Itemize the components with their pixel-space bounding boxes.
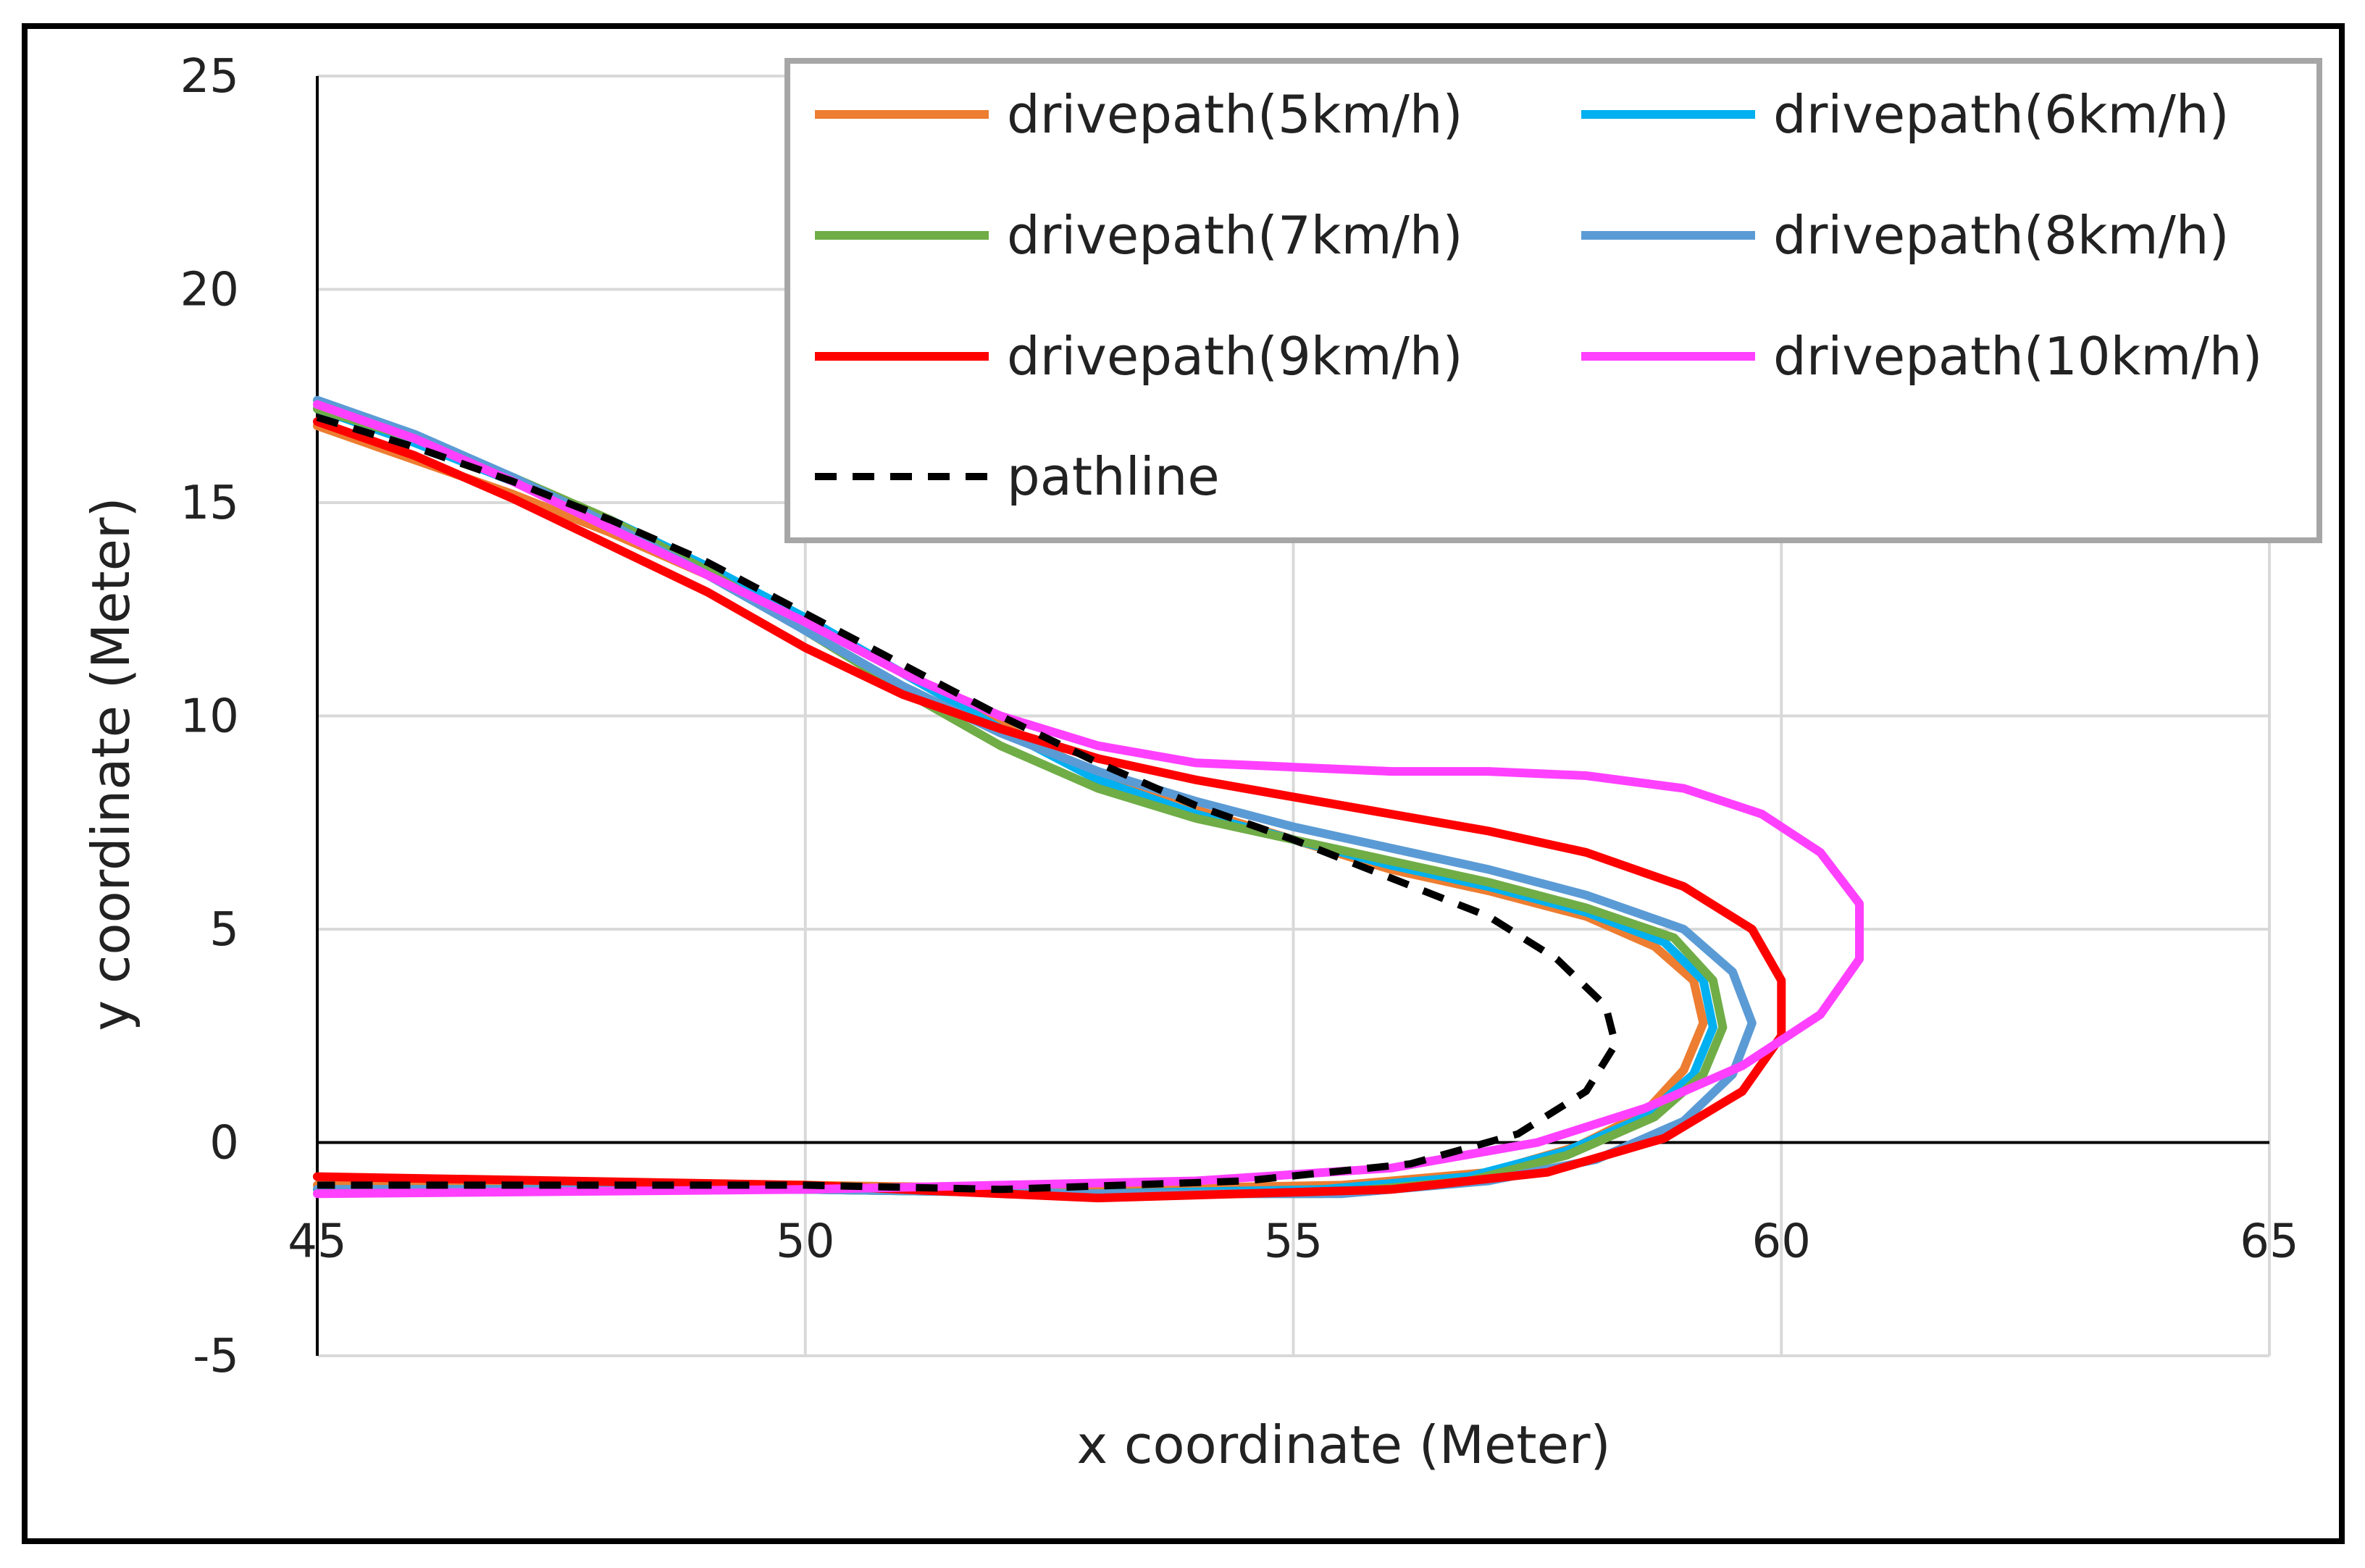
series-line-7 [316,414,1620,1194]
y-tick-label: 5 [209,903,239,957]
y-tick-label: 0 [209,1117,239,1170]
legend-label-5: drivepath(9km/h) [1007,326,1463,387]
legend-label-6: drivepath(10km/h) [1773,326,2262,387]
y-tick-label: 25 [180,50,239,104]
x-axis-title: x coordinate (Meter) [1076,1414,1610,1475]
legend-label-4: drivepath(8km/h) [1773,205,2230,266]
y-tick-label: 10 [180,690,239,744]
tick-labels: -5 0 5 10 15 20 25 45 50 55 60 65 [180,50,2299,1383]
legend-label-3: drivepath(7km/h) [1007,205,1463,266]
y-tick-label: 20 [180,264,239,317]
x-tick-label: 45 [288,1215,346,1269]
y-tick-label: 15 [180,477,239,530]
legend-label-2: drivepath(6km/h) [1773,84,2230,145]
legend-label-1: drivepath(5km/h) [1007,84,1463,145]
series-lines [313,395,1864,1203]
x-tick-label: 60 [1752,1215,1811,1269]
legend-label-7: pathline [1007,446,1220,507]
series-line-6 [313,400,1864,1199]
y-tick-label: -5 [193,1330,239,1383]
x-tick-label: 65 [2240,1215,2298,1269]
legend-box [784,58,2322,543]
legend-items: drivepath(5km/h) drivepath(6km/h) drivepat… [815,84,2262,507]
y-axis-title: y coordinate (Meter) [80,497,141,1031]
series-line-5 [313,417,1786,1203]
axes [316,76,2269,1356]
x-tick-label: 55 [1264,1215,1323,1269]
x-tick-label: 50 [776,1215,834,1269]
legend: drivepath(5km/h) drivepath(6km/h) drivepat… [784,58,2322,543]
